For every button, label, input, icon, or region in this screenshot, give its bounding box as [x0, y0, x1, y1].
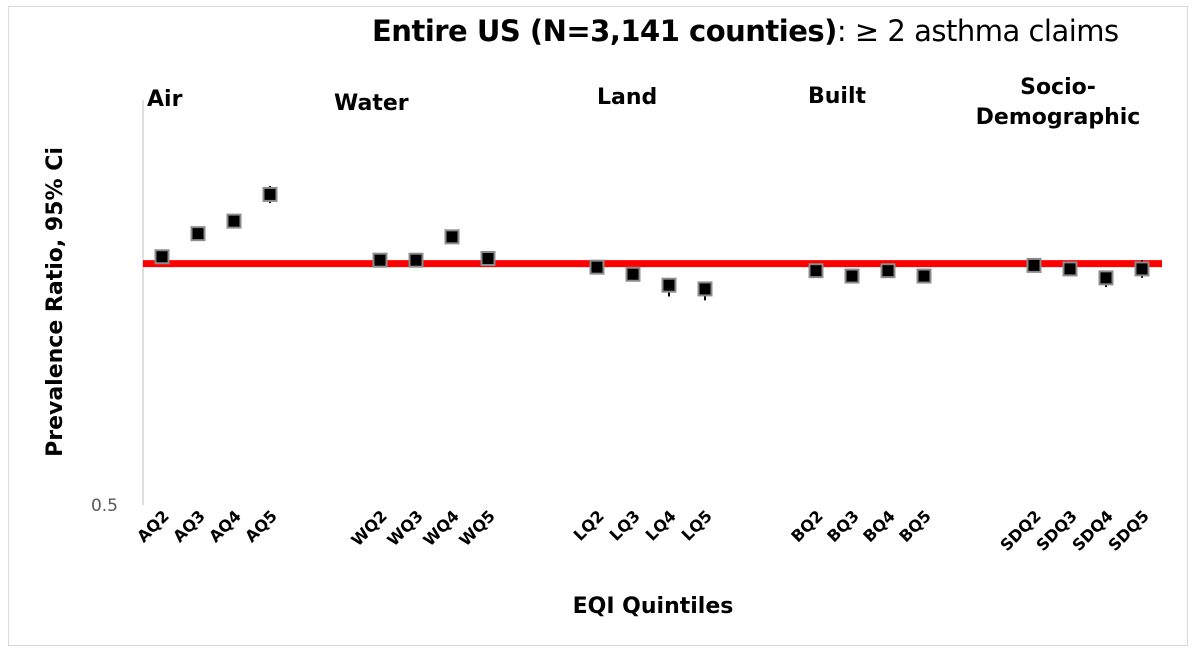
x-tick-label: BQ4 [859, 506, 899, 546]
data-point [1026, 257, 1042, 273]
data-point [697, 281, 713, 297]
x-tick-label: SDQ5 [1104, 506, 1152, 554]
data-point [226, 213, 242, 229]
x-tick-label: AQ4 [205, 506, 245, 546]
data-point [444, 229, 460, 245]
data-point [1134, 261, 1150, 277]
chart-title-bold: Entire US (N=3,141 counties) [372, 14, 837, 48]
x-tick-label: LQ4 [642, 506, 680, 544]
x-tick-label: LQ3 [606, 506, 644, 544]
data-point [154, 249, 170, 265]
x-tick-label: WQ5 [455, 506, 498, 549]
x-tick-label: BQ2 [787, 506, 827, 546]
data-point [372, 252, 388, 268]
data-point [625, 266, 641, 282]
group-label: Water [334, 91, 409, 116]
group-label: Built [808, 84, 867, 109]
group-label: Demographic [976, 105, 1141, 130]
data-point [844, 268, 860, 284]
data-point [880, 263, 896, 279]
group-label: Land [597, 85, 657, 110]
x-tick-label: AQ5 [241, 506, 281, 546]
data-point [1062, 261, 1078, 277]
data-point [408, 252, 424, 268]
data-point [661, 277, 677, 293]
data-point [916, 268, 932, 284]
x-tick-label: AQ3 [169, 506, 209, 546]
data-point [480, 250, 496, 266]
group-label: Socio- [1020, 75, 1096, 100]
group-label: Air [147, 87, 183, 112]
x-tick-label: WQ2 [347, 506, 390, 549]
chart-title-rest: : ≥ 2 asthma claims [836, 14, 1119, 48]
chart-frame [8, 6, 1188, 646]
x-tick-label: LQ2 [570, 506, 608, 544]
x-axis-title: EQI Quintiles [573, 594, 734, 619]
data-point [1098, 270, 1114, 286]
x-tick-label: WQ4 [419, 506, 462, 549]
y-tick-label: 0.5 [91, 496, 118, 516]
x-tick-label: WQ3 [383, 506, 426, 549]
x-tick-label: LQ5 [678, 506, 716, 544]
chart-title: Entire US (N=3,141 counties): ≥ 2 asthma… [372, 14, 1119, 48]
x-tick-label: AQ2 [133, 506, 173, 546]
x-tick-label: BQ3 [823, 506, 863, 546]
data-point [589, 259, 605, 275]
data-point [190, 226, 206, 242]
x-tick-label: BQ5 [895, 506, 935, 546]
data-point [262, 186, 278, 202]
y-axis-title: Prevalence Ratio, 95% Ci [43, 147, 68, 457]
data-point [808, 263, 824, 279]
